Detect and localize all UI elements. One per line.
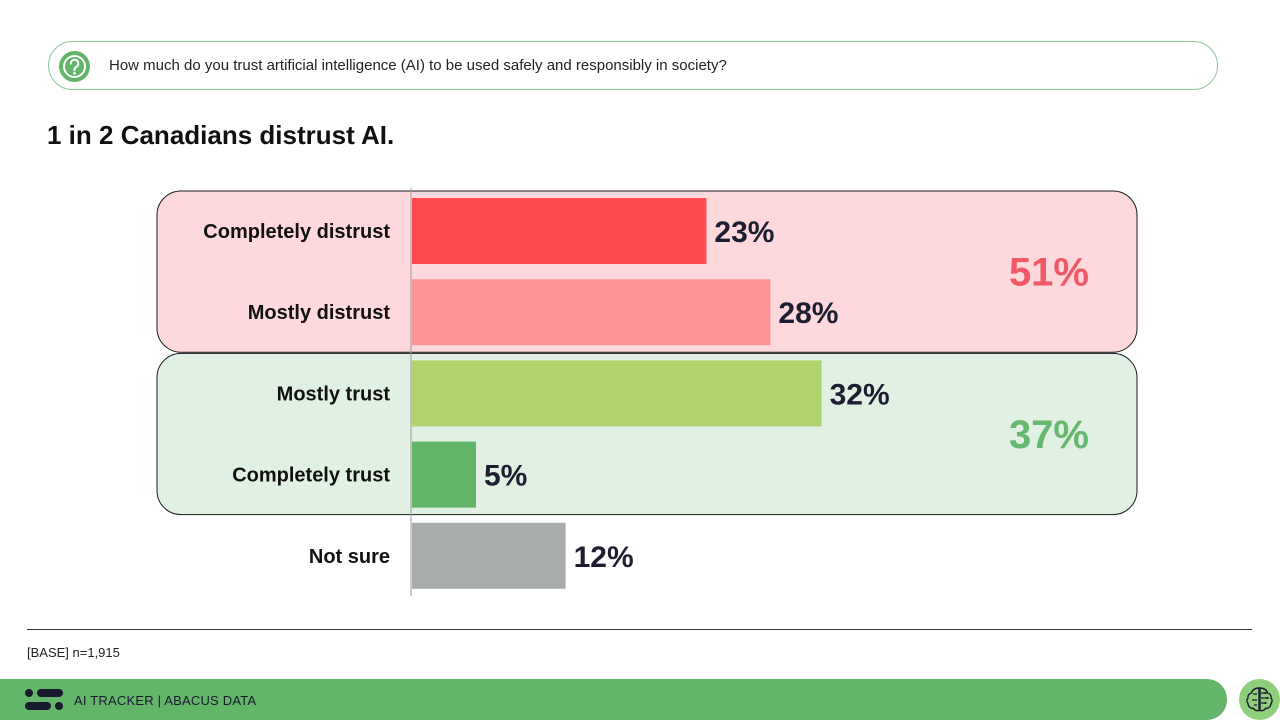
category-label-3: Completely trust bbox=[232, 465, 390, 487]
value-label-1: 28% bbox=[778, 297, 838, 330]
bar-chart: 51% 37% Completely distrust 23% Mostly distr… bbox=[156, 188, 1138, 596]
question-icon bbox=[59, 51, 90, 82]
abacus-logo-icon bbox=[25, 689, 63, 710]
bar-2 bbox=[412, 360, 822, 427]
bar-0 bbox=[412, 198, 707, 264]
value-label-4: 12% bbox=[574, 541, 634, 574]
category-label-4: Not sure bbox=[309, 546, 390, 568]
group-panel-1 bbox=[156, 352, 1138, 516]
survey-question: How much do you trust artificial intelli… bbox=[109, 57, 727, 74]
bar-3 bbox=[412, 441, 476, 508]
page-title: 1 in 2 Canadians distrust AI. bbox=[47, 120, 395, 150]
question-box: How much do you trust artificial intelli… bbox=[48, 41, 1218, 90]
category-label-0: Completely distrust bbox=[203, 221, 390, 243]
category-label-1: Mostly distrust bbox=[248, 302, 391, 324]
base-note: [BASE] n=1,915 bbox=[27, 645, 120, 660]
bar-4 bbox=[412, 522, 566, 589]
footer-divider bbox=[27, 629, 1252, 630]
footer-brand: AI TRACKER | ABACUS DATA bbox=[74, 693, 257, 708]
value-label-2: 32% bbox=[830, 378, 890, 411]
value-label-0: 23% bbox=[714, 216, 774, 249]
value-label-3: 5% bbox=[484, 460, 527, 493]
footer-bar bbox=[0, 679, 1227, 720]
group-total-label-1: 37% bbox=[1009, 413, 1089, 457]
group-total-label-0: 51% bbox=[1009, 251, 1089, 295]
category-label-2: Mostly trust bbox=[277, 383, 391, 405]
group-panel-0 bbox=[156, 190, 1138, 353]
ai-brain-icon bbox=[1239, 679, 1280, 720]
bar-1 bbox=[412, 279, 771, 346]
